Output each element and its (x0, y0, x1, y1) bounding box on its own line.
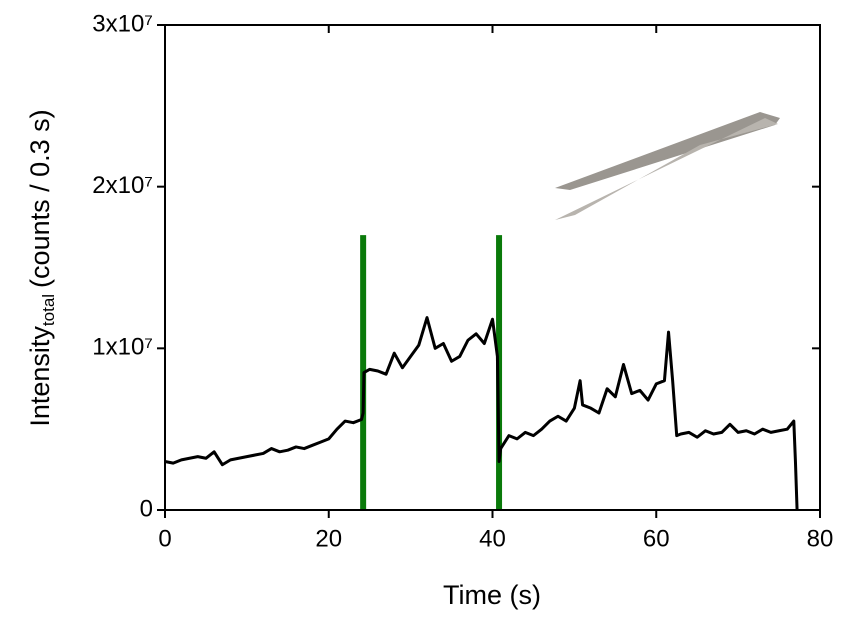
x-tick-label: 40 (479, 525, 506, 552)
y-label-sub: total (39, 294, 58, 326)
x-tick-label: 60 (643, 525, 670, 552)
x-tick-label: 20 (315, 525, 342, 552)
y-label-rest: (counts / 0.3 s) (25, 109, 55, 288)
y-tick-label: 3x10⁷ (92, 10, 153, 37)
y-tick-label: 2x10⁷ (92, 172, 153, 199)
plot-frame (164, 24, 821, 511)
y-tick-label: 0 (140, 495, 153, 522)
tweezer-arm (555, 118, 778, 220)
tweezers-illustration (555, 112, 780, 220)
tweezer-arm (555, 112, 780, 190)
x-tick-label: 80 (807, 525, 834, 552)
x-tick-label: 0 (158, 525, 171, 552)
y-label-main: Intensity (25, 326, 55, 427)
data-line (164, 316, 799, 511)
y-tick-label: 1x10⁷ (92, 334, 153, 361)
y-axis-label: Intensitytotal (counts / 0.3 s) (25, 109, 58, 426)
x-axis-label: Time (s) (443, 580, 541, 610)
